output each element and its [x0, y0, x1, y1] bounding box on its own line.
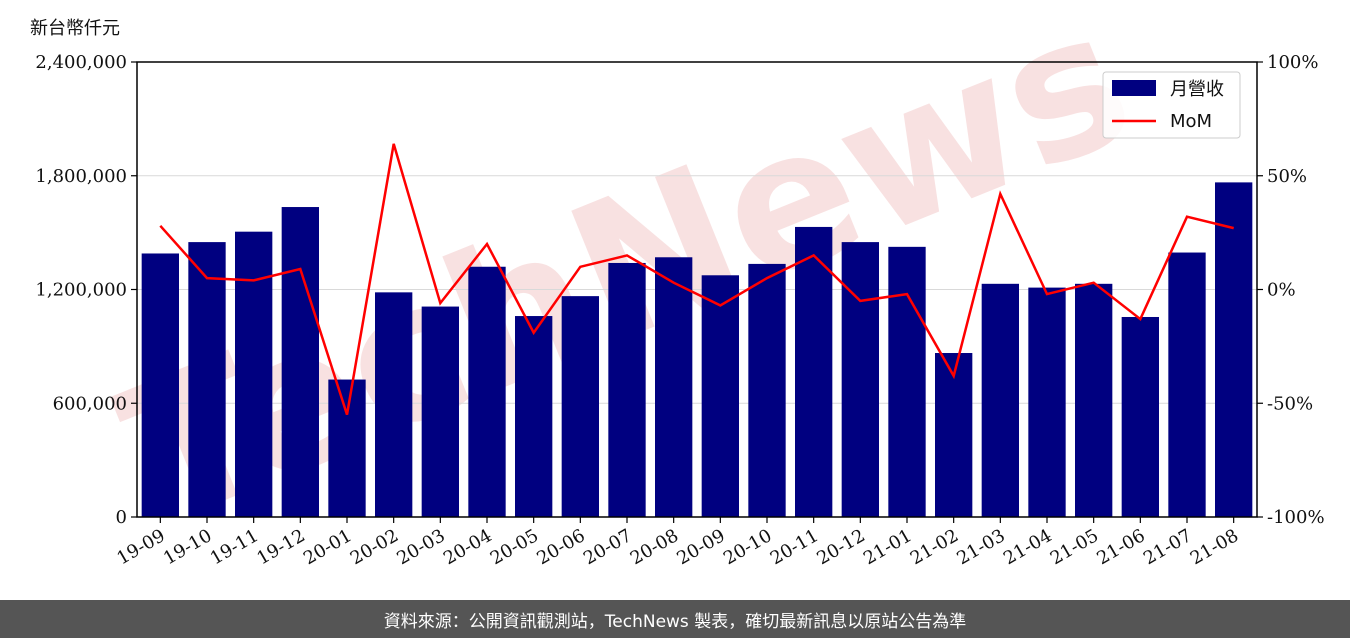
bar-19-12 — [281, 207, 319, 517]
bar-19-10 — [188, 242, 226, 517]
right-tick-label: 0% — [1267, 280, 1296, 301]
x-tick-label: 20-06 — [533, 525, 588, 569]
source-footer: 資料來源：公開資訊觀測站，TechNews 製表，確切最新訊息以原站公告為準 — [0, 600, 1350, 638]
left-tick-label: 1,200,000 — [35, 280, 127, 301]
bar-19-11 — [235, 231, 273, 518]
x-tick-label: 19-09 — [113, 525, 168, 569]
legend-swatch-bar — [1112, 80, 1156, 96]
bar-20-07 — [608, 262, 646, 517]
x-tick-label: 20-03 — [393, 525, 448, 569]
bar-20-12 — [841, 242, 879, 517]
bar-21-07 — [1168, 252, 1206, 517]
mom-line-layer — [159, 143, 1234, 415]
x-tick-label: 20-07 — [580, 525, 635, 569]
bar-20-08 — [655, 257, 693, 517]
bar-21-02 — [935, 353, 973, 517]
bar-20-06 — [561, 296, 599, 517]
legend-label-line: MoM — [1170, 111, 1212, 132]
bar-20-02 — [375, 292, 413, 517]
x-tick-label: 21-04 — [1000, 525, 1055, 569]
bar-20-04 — [468, 266, 506, 517]
x-tick-label: 21-08 — [1187, 525, 1242, 569]
x-tick-label: 21-02 — [907, 525, 962, 569]
bar-20-11 — [795, 226, 833, 517]
left-tick-label: 1,800,000 — [35, 166, 127, 187]
bar-20-03 — [421, 306, 459, 517]
mom-line — [159, 143, 1234, 415]
bar-20-05 — [515, 316, 553, 517]
x-tick-label: 20-12 — [813, 525, 868, 569]
bar-21-05 — [1075, 283, 1113, 517]
x-tick-label: 21-07 — [1140, 525, 1195, 569]
x-tick-label: 20-08 — [627, 525, 682, 569]
x-tick-label: 20-05 — [487, 525, 542, 569]
left-tick-label: 600,000 — [53, 393, 127, 414]
bar-20-10 — [748, 263, 786, 517]
bar-21-08 — [1215, 182, 1253, 517]
x-tick-label: 20-09 — [673, 525, 728, 569]
right-tick-label: -100% — [1267, 507, 1325, 528]
bar-21-01 — [888, 246, 926, 517]
x-tick-label: 21-01 — [860, 525, 915, 569]
legend: 月營收 MoM — [1102, 71, 1241, 139]
left-tick-label: 2,400,000 — [35, 52, 127, 73]
x-tick-label: 20-04 — [440, 525, 495, 569]
x-tick-label: 20-10 — [720, 525, 775, 569]
x-tick-label: 21-05 — [1047, 525, 1102, 569]
x-tick-label: 21-03 — [953, 525, 1008, 569]
revenue-chart: TechNews 0600,0001,200,0001,800,0002,400… — [35, 0, 1325, 569]
right-tick-label: 100% — [1267, 52, 1318, 73]
bar-21-04 — [1028, 287, 1066, 517]
y-axis-unit-label: 新台幣仟元 — [30, 18, 120, 39]
x-tick-label: 20-01 — [300, 525, 355, 569]
x-tick-label: 20-11 — [767, 525, 822, 569]
bar-19-09 — [141, 253, 179, 517]
right-tick-label: 50% — [1267, 166, 1307, 187]
bar-20-09 — [701, 275, 739, 517]
legend-label-bar: 月營收 — [1170, 79, 1224, 100]
right-tick-label: -50% — [1267, 393, 1313, 414]
bar-20-01 — [328, 379, 366, 517]
x-tick-label: 20-02 — [347, 525, 402, 569]
x-tick-label: 21-06 — [1093, 525, 1148, 569]
bar-21-03 — [981, 283, 1019, 517]
left-tick-label: 0 — [116, 507, 127, 528]
bar-21-06 — [1121, 316, 1159, 517]
